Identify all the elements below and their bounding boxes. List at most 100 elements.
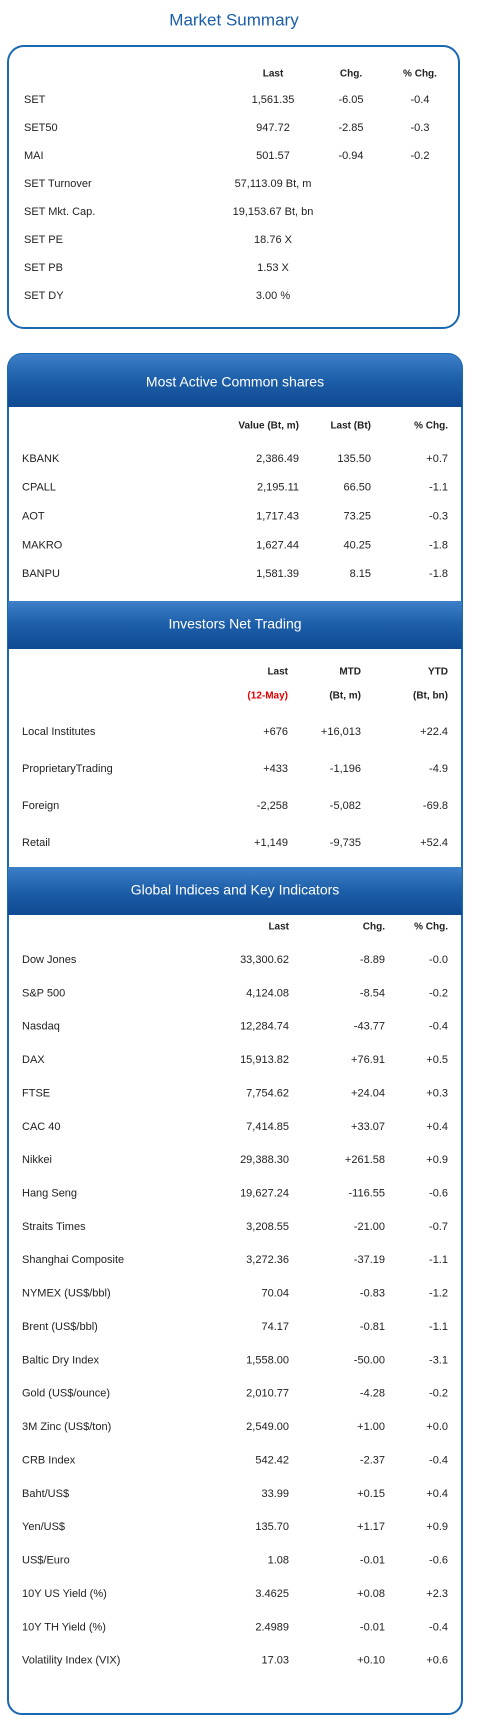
cell: -0.2 bbox=[411, 150, 430, 162]
cell: -37.19 bbox=[354, 1254, 385, 1266]
cell: -69.8 bbox=[423, 800, 448, 812]
cell: 29,388.30 bbox=[240, 1154, 289, 1166]
row-label: Volatility Index (VIX) bbox=[22, 1655, 120, 1667]
row-label: CRB Index bbox=[22, 1454, 76, 1466]
row-label: Nasdaq bbox=[22, 1021, 60, 1033]
cell: -116.55 bbox=[349, 1187, 386, 1199]
cell: -50.00 bbox=[354, 1354, 385, 1366]
cell: 2,195.11 bbox=[257, 482, 299, 494]
cell: +24.04 bbox=[351, 1087, 385, 1099]
cell: -21.00 bbox=[354, 1221, 385, 1233]
row-label: SET PB bbox=[24, 262, 63, 274]
column-header: Last bbox=[268, 922, 289, 933]
cell: +676 bbox=[263, 726, 288, 738]
row-label: Retail bbox=[22, 837, 50, 849]
cell: +0.4 bbox=[426, 1488, 448, 1500]
cell: 2,549.00 bbox=[246, 1421, 289, 1433]
cell: 74.17 bbox=[261, 1321, 289, 1333]
cell: +433 bbox=[263, 763, 288, 775]
section-title: Most Active Common shares bbox=[146, 374, 324, 390]
cell: -1.8 bbox=[429, 539, 448, 551]
row-label: CPALL bbox=[22, 482, 56, 494]
cell: 1,717.43 bbox=[256, 511, 299, 523]
cell: -8.89 bbox=[360, 954, 385, 966]
cell: +16,013 bbox=[321, 726, 361, 738]
cell: 73.25 bbox=[343, 511, 371, 523]
cell: -9,735 bbox=[330, 837, 361, 849]
cell: -0.6 bbox=[429, 1187, 448, 1199]
row-label: SET Mkt. Cap. bbox=[24, 206, 95, 218]
cell: 1.53 X bbox=[257, 262, 289, 274]
cell: 57,113.09 Bt, m bbox=[235, 178, 312, 190]
cell: -0.01 bbox=[360, 1621, 385, 1633]
cell: -0.3 bbox=[429, 511, 448, 523]
row-label: Nikkei bbox=[22, 1154, 52, 1166]
cell: -0.4 bbox=[429, 1021, 448, 1033]
row-label: NYMEX (US$/bbl) bbox=[22, 1288, 111, 1300]
cell: -2.85 bbox=[338, 122, 363, 134]
cell: 70.04 bbox=[261, 1288, 289, 1300]
cell: 501.57 bbox=[256, 150, 290, 162]
row-label: 10Y US Yield (%) bbox=[22, 1588, 107, 1600]
column-header: % Chg. bbox=[403, 69, 437, 80]
cell: -2,258 bbox=[257, 800, 288, 812]
cell: -1.1 bbox=[429, 1321, 448, 1333]
tables-box bbox=[7, 353, 463, 1715]
cell: -0.4 bbox=[411, 94, 430, 106]
cell: 40.25 bbox=[343, 539, 371, 551]
section-title: Global Indices and Key Indicators bbox=[131, 882, 340, 898]
cell: 7,754.62 bbox=[246, 1087, 289, 1099]
cell: 542.42 bbox=[255, 1454, 289, 1466]
cell: 1,561.35 bbox=[252, 94, 295, 106]
section-title: Investors Net Trading bbox=[168, 616, 301, 632]
cell: 12,284.74 bbox=[240, 1021, 289, 1033]
cell: 3,272.36 bbox=[246, 1254, 289, 1266]
row-label: Baht/US$ bbox=[22, 1488, 69, 1500]
cell: 17.03 bbox=[261, 1655, 289, 1667]
cell: +0.0 bbox=[426, 1421, 448, 1433]
row-label: Gold (US$/ounce) bbox=[22, 1388, 110, 1400]
cell: +0.15 bbox=[357, 1488, 385, 1500]
cell: +22.4 bbox=[420, 726, 448, 738]
cell: -8.54 bbox=[360, 987, 385, 999]
cell: +0.3 bbox=[426, 1087, 448, 1099]
cell: 1,558.00 bbox=[246, 1354, 289, 1366]
cell: 66.50 bbox=[343, 482, 371, 494]
column-subheader: (Bt, m) bbox=[329, 691, 361, 702]
column-subheader: (Bt, bn) bbox=[413, 691, 448, 702]
cell: -0.2 bbox=[429, 1388, 448, 1400]
cell: -0.3 bbox=[411, 122, 430, 134]
cell: -0.6 bbox=[429, 1555, 448, 1567]
column-header: % Chg. bbox=[414, 421, 448, 432]
row-label: CAC 40 bbox=[22, 1121, 61, 1133]
cell: +33.07 bbox=[351, 1121, 385, 1133]
row-label: MAI bbox=[24, 150, 44, 162]
cell: -1.1 bbox=[429, 482, 448, 494]
cell: +1,149 bbox=[254, 837, 288, 849]
cell: -4.28 bbox=[360, 1388, 385, 1400]
cell: -0.83 bbox=[360, 1288, 385, 1300]
column-header: Last (Bt) bbox=[330, 421, 371, 432]
cell: 1,581.39 bbox=[256, 568, 299, 580]
column-header: Chg. bbox=[363, 922, 385, 933]
row-label: Local Institutes bbox=[22, 726, 96, 738]
cell: 19,627.24 bbox=[240, 1187, 289, 1199]
cell: 19,153.67 Bt, bn bbox=[233, 206, 314, 218]
cell: +261.58 bbox=[345, 1154, 385, 1166]
column-header: MTD bbox=[339, 667, 361, 678]
row-label: 3M Zinc (US$/ton) bbox=[22, 1421, 111, 1433]
row-label: AOT bbox=[22, 511, 45, 523]
cell: +1.00 bbox=[357, 1421, 385, 1433]
cell: -0.4 bbox=[429, 1454, 448, 1466]
column-header: Last bbox=[267, 667, 288, 678]
cell: 135.50 bbox=[337, 453, 371, 465]
cell: +0.6 bbox=[426, 1655, 448, 1667]
cell: 947.72 bbox=[256, 122, 290, 134]
cell: 3.00 % bbox=[256, 290, 290, 302]
cell: -0.81 bbox=[360, 1321, 385, 1333]
cell: +0.4 bbox=[426, 1121, 448, 1133]
cell: -0.0 bbox=[429, 954, 448, 966]
cell: -0.2 bbox=[429, 987, 448, 999]
